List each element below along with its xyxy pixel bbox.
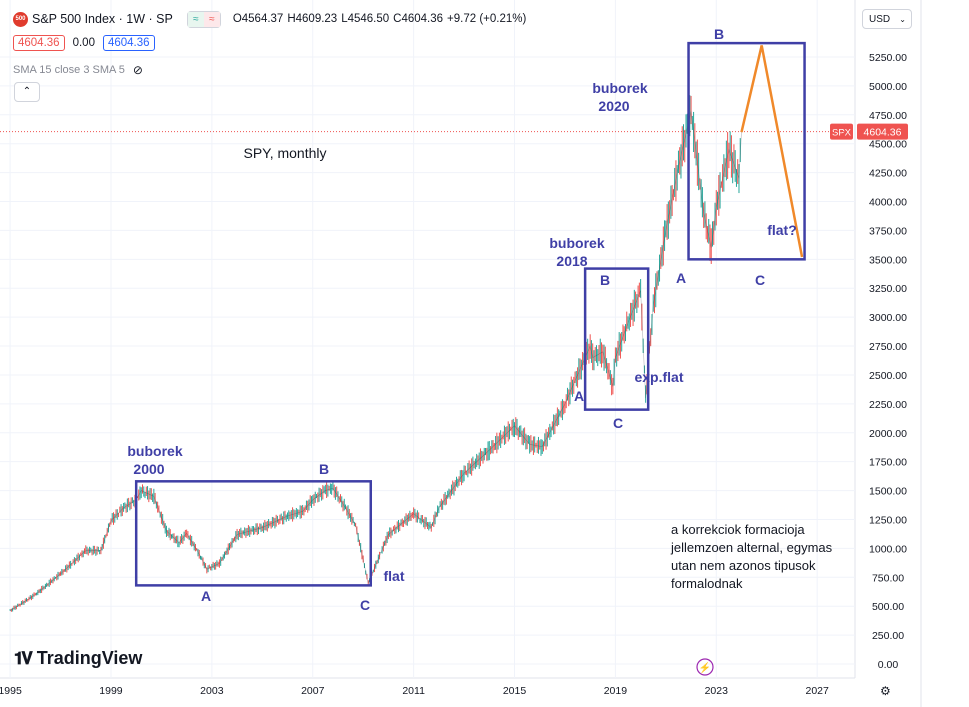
collapse-legend-button[interactable]: ⌃	[14, 82, 40, 102]
price-tick-label: 750.00	[872, 572, 904, 584]
wave-a-label-2018: A	[574, 388, 584, 404]
sp500-logo-icon: 500	[13, 11, 28, 27]
price-tick-label: 1500.00	[869, 486, 907, 498]
symbol-title[interactable]: S&P 500 Index · 1W · SP	[32, 12, 173, 26]
time-tick-label: 2019	[604, 685, 628, 697]
time-tick-label: 1999	[99, 685, 123, 697]
price-tick-label: 4000.00	[869, 197, 907, 209]
price-tag-value: 4604.36	[864, 127, 902, 139]
spread-value: 0.00	[72, 37, 95, 49]
time-tick-label: 2023	[705, 685, 729, 697]
time-axis[interactable]: 1995 1999 2003 2007 2011 2015 2019 2023 2027	[0, 685, 829, 697]
compare-up-icon[interactable]: ≈	[187, 11, 204, 27]
price-tick-label: 3500.00	[869, 254, 907, 266]
wave-c-label-projection: C	[755, 272, 765, 288]
tradingview-mark-icon: 𝟏𝐕	[14, 648, 33, 668]
exp-flat-label: exp.flat	[634, 369, 683, 385]
price-tick-label: 1000.00	[869, 543, 907, 555]
buy-button[interactable]: 4604.36	[102, 35, 155, 51]
projection-path	[740, 45, 804, 258]
chart-grid	[0, 0, 922, 707]
ohlc-change: +9.72 (+0.21%)	[447, 13, 527, 25]
price-tag-bg	[857, 123, 908, 140]
indicator-label: SMA 15 close 3 SMA 5	[13, 64, 125, 76]
time-tick-label: 2011	[402, 685, 425, 697]
lightning-glyph: ⚡	[699, 661, 711, 674]
eye-hidden-icon[interactable]: ⊘	[132, 63, 143, 77]
bubble-2018-label: buborek	[549, 235, 604, 251]
wave-c-label-2020: C	[613, 415, 623, 431]
correction-box	[583, 267, 650, 411]
correction-box	[134, 480, 373, 587]
wave-b-label-2007: B	[319, 461, 329, 477]
symbol-tag-bg	[830, 123, 853, 140]
bubble-2020-label: buborek	[592, 80, 647, 96]
chart-title-annotation: SPY, monthly	[243, 145, 326, 161]
price-tick-label: 4250.00	[869, 168, 907, 180]
symbol-tag-label: SPX	[832, 128, 852, 139]
price-tick-label: 4500.00	[869, 139, 907, 151]
chart-text-annotations: SPY, monthly buborek 2000 buborek 2018 bubore…	[127, 26, 797, 676]
tradingview-logo[interactable]: 𝟏𝐕 TradingView	[14, 648, 142, 669]
wave-b-label-2019: B	[600, 272, 610, 288]
wave-b-label-projection: B	[714, 26, 724, 42]
sell-button[interactable]: 4604.36	[13, 35, 65, 51]
indicator-legend[interactable]: SMA 15 close 3 SMA 5 ⊘	[13, 63, 143, 77]
time-tick-label: 1995	[0, 685, 22, 697]
correction-box	[687, 41, 806, 261]
price-tick-label: 1750.00	[869, 457, 907, 469]
price-tick-label: 500.00	[872, 601, 904, 613]
wave-c-label-2009: C	[360, 597, 370, 613]
trade-buttons: 4604.36 0.00 4604.36	[13, 35, 155, 51]
currency-select[interactable]: USD ⌄	[862, 9, 912, 29]
tradingview-wordmark: TradingView	[36, 648, 143, 668]
bubble-2018-year: 2018	[556, 253, 587, 269]
ohlc-close: C4604.36	[393, 13, 444, 25]
price-tick-label: 2500.00	[869, 370, 907, 382]
bubble-2000-year: 2000	[133, 461, 164, 477]
analysis-note: a korrekciok formacioja jellemzoen alter…	[671, 522, 833, 591]
time-tick-label: 2003	[200, 685, 224, 697]
wave-a-label-2002: A	[201, 588, 211, 604]
bubble-2000-label: buborek	[127, 443, 182, 459]
price-tick-label: 5250.00	[869, 52, 907, 64]
price-tick-label: 4750.00	[869, 110, 907, 122]
settings-gear-icon[interactable]: ⚙	[880, 684, 891, 698]
time-tick-label: 2007	[301, 685, 325, 697]
time-tick-label: 2027	[805, 685, 829, 697]
wave-annotations	[134, 41, 806, 587]
price-axis[interactable]: 0.00 250.00 500.00 750.00 1000.00 1250.00 1500…	[830, 52, 908, 671]
wave-a-label-2022: A	[676, 270, 686, 286]
price-tick-label: 1250.00	[869, 514, 907, 526]
time-tick-label: 2015	[503, 685, 527, 697]
bubble-2020-year: 2020	[598, 98, 629, 114]
legend-header: 500 S&P 500 Index · 1W · SP ≈ ≈ O4564.37…	[13, 9, 530, 29]
flat-label: flat	[384, 568, 405, 584]
chevron-down-icon: ⌄	[899, 15, 906, 24]
price-tick-label: 2250.00	[869, 399, 907, 411]
price-series	[0, 95, 855, 612]
ohlc-high: H4609.23	[287, 13, 338, 25]
price-tick-label: 2750.00	[869, 341, 907, 353]
price-tick-label: 0.00	[878, 659, 899, 671]
price-tick-label: 3750.00	[869, 225, 907, 237]
price-tick-label: 2000.00	[869, 428, 907, 440]
price-tick-label: 5000.00	[869, 81, 907, 93]
price-tick-label: 3000.00	[869, 312, 907, 324]
price-tick-label: 250.00	[872, 630, 904, 642]
compare-toggle[interactable]: ≈ ≈	[186, 10, 221, 28]
flat-question-label: flat?	[767, 222, 797, 238]
ohlc-open: O4564.37	[232, 13, 284, 25]
price-tick-label: 3250.00	[869, 283, 907, 295]
currency-label: USD	[869, 14, 891, 25]
price-path	[9, 111, 742, 612]
ohlc-low: L4546.50	[341, 13, 390, 25]
compare-down-icon[interactable]: ≈	[203, 11, 220, 27]
lightning-icon	[696, 658, 714, 676]
